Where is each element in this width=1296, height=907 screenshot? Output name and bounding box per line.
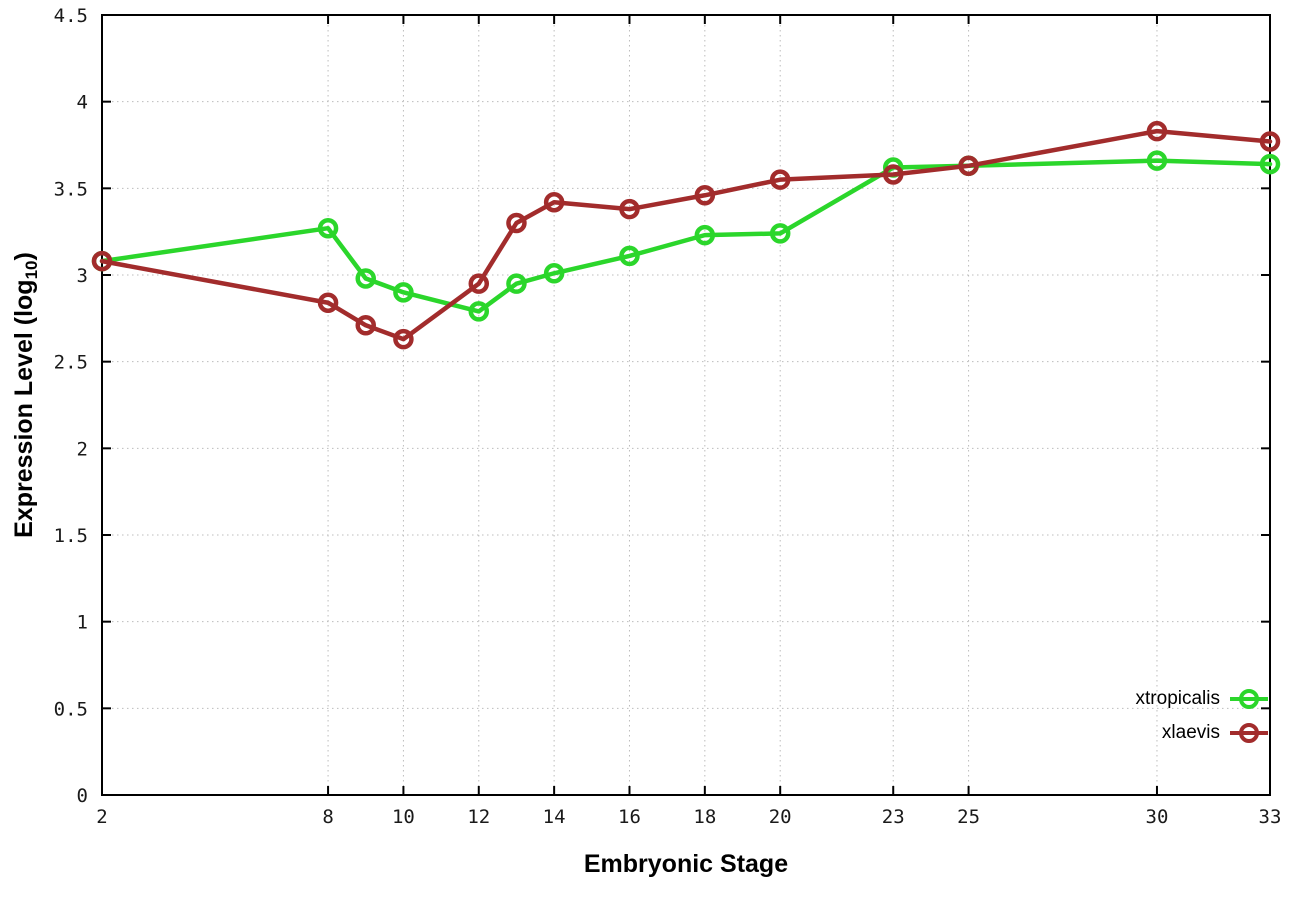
legend: xtropicalis xlaevis: [1136, 684, 1268, 748]
x-tick-label-14: 14: [543, 806, 566, 828]
point-xtropicalis-14: [543, 263, 565, 284]
legend-sample-xlaevis: [1230, 721, 1268, 745]
point-xlaevis-20: [769, 169, 791, 190]
point-xtropicalis-10: [393, 282, 414, 303]
plot-border: [101, 14, 1271, 796]
x-tick-label-20: 20: [769, 806, 792, 828]
x-tick-label-2: 2: [96, 806, 107, 828]
point-xlaevis-2: [91, 250, 113, 272]
point-xtropicalis-20: [769, 223, 791, 244]
point-xlaevis-16: [619, 198, 640, 220]
point-xlaevis-9: [355, 315, 376, 336]
y-tick-label-4.5: 4.5: [54, 5, 88, 27]
point-xtropicalis-33: [1259, 153, 1281, 175]
x-tick-label-30: 30: [1146, 806, 1169, 828]
point-xlaevis-12: [468, 273, 490, 294]
legend-sample-xtropicalis: [1230, 687, 1268, 711]
x-tick-label-33: 33: [1259, 806, 1282, 828]
y-tick-label-1.5: 1.5: [54, 525, 88, 547]
y-tick-label-3.5: 3.5: [54, 178, 88, 200]
y-axis-title-text: Expression Level (log: [10, 279, 38, 538]
legend-label-xtropicalis: xtropicalis: [1135, 688, 1220, 709]
point-xtropicalis-9: [355, 268, 376, 289]
point-xtropicalis-30: [1146, 150, 1168, 171]
y-axis-title: Expression Level (log10): [3, 185, 45, 605]
x-tick-label-23: 23: [882, 806, 905, 828]
y-tick-label-2.5: 2.5: [54, 352, 88, 374]
point-xlaevis-8: [317, 292, 339, 313]
point-xtropicalis-8: [317, 217, 339, 239]
legend-item-xtropicalis: xtropicalis: [1136, 684, 1268, 714]
point-xlaevis-10: [393, 328, 414, 350]
point-xlaevis-13: [506, 212, 527, 234]
x-tick-label-25: 25: [957, 806, 980, 828]
point-xlaevis-30: [1146, 120, 1168, 142]
y-tick-label-0: 0: [77, 785, 88, 807]
series-line-xtropicalis: [99, 158, 1273, 314]
x-tick-label-8: 8: [322, 806, 333, 828]
point-xlaevis-23: [882, 164, 904, 185]
y-axis-title-subscript: 10: [22, 260, 41, 280]
point-xtropicalis-12: [468, 301, 490, 322]
point-xtropicalis-18: [694, 224, 716, 246]
y-tick-label-0.5: 0.5: [54, 698, 88, 720]
x-tick-label-16: 16: [618, 806, 641, 828]
y-tick-label-1: 1: [77, 612, 88, 634]
open-circle-marker-icon: [1239, 723, 1259, 743]
y-tick-label-2: 2: [77, 438, 88, 460]
x-axis-title: Embryonic Stage: [583, 850, 789, 878]
y-tick-label-3: 3: [77, 265, 88, 287]
legend-item-xlaevis: xlaevis: [1162, 718, 1268, 748]
point-xlaevis-18: [694, 185, 716, 206]
point-xtropicalis-16: [619, 245, 640, 267]
point-xlaevis-25: [958, 155, 979, 177]
legend-label-xlaevis: xlaevis: [1161, 722, 1220, 743]
x-tick-label-10: 10: [392, 806, 415, 828]
point-xlaevis-14: [543, 191, 565, 213]
point-xtropicalis-13: [506, 273, 527, 294]
open-circle-marker-icon: [1239, 689, 1259, 709]
x-tick-label-12: 12: [467, 806, 490, 828]
y-tick-label-4: 4: [77, 92, 88, 114]
x-tick-label-18: 18: [693, 806, 716, 828]
point-xlaevis-33: [1259, 131, 1281, 152]
